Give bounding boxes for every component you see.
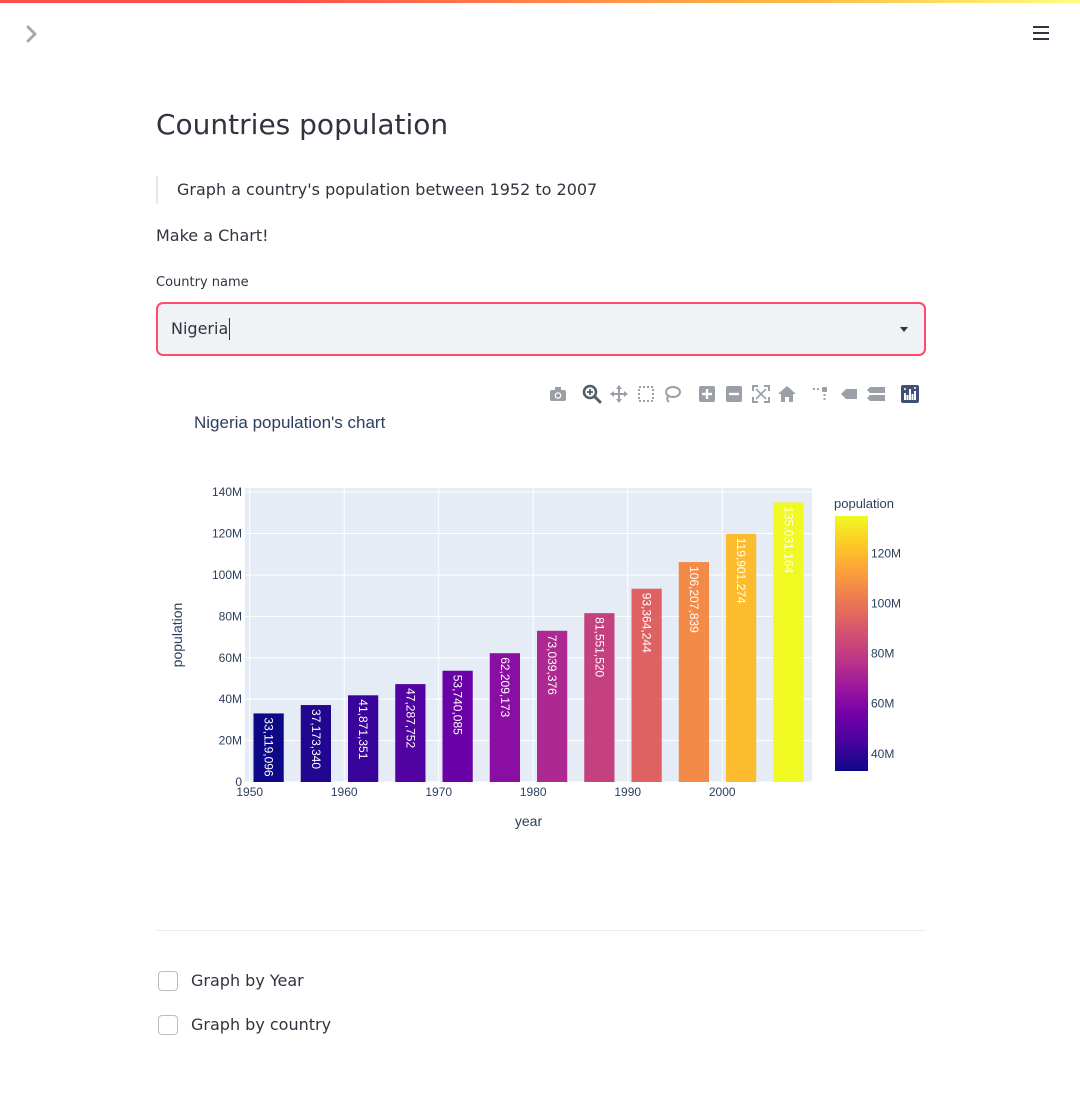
colorbar-tick-label: 40M xyxy=(871,747,894,761)
pan-icon[interactable] xyxy=(609,384,629,404)
instruction-text: Make a Chart! xyxy=(156,226,269,245)
x-tick-label: 1960 xyxy=(331,785,358,799)
bar-value-label: 73,039,376 xyxy=(545,635,559,695)
bar-1982[interactable] xyxy=(537,630,568,782)
bar-value-label: 47,287,752 xyxy=(403,688,417,748)
y-axis-ticks: 0 20M 40M 60M 80M 100M 120M 140M xyxy=(212,485,242,789)
bars xyxy=(253,502,804,782)
sidebar-toggle-chevron-right-icon[interactable] xyxy=(22,24,42,44)
y-tick-label: 0 xyxy=(235,775,242,789)
y-tick-label: 60M xyxy=(219,651,242,665)
top-decoration-bar xyxy=(0,0,1080,3)
text-cursor xyxy=(229,317,231,340)
lasso-select-icon[interactable] xyxy=(662,384,682,404)
y-tick-label: 140M xyxy=(212,485,242,499)
spike-lines-icon[interactable] xyxy=(810,384,830,404)
x-axis-label: year xyxy=(515,813,543,829)
graph-by-year-checkbox-box[interactable] xyxy=(158,971,178,991)
bar-value-labels: 33,119,096 37,173,340 41,871,351 47,287,752… xyxy=(262,506,796,776)
bar-1957[interactable] xyxy=(300,705,331,782)
y-tick-label: 20M xyxy=(219,734,242,748)
colorbar-tick-label: 120M xyxy=(871,547,901,561)
bar-1997[interactable] xyxy=(678,562,709,782)
gridlines xyxy=(245,488,812,783)
country-select[interactable]: Nigeria xyxy=(156,302,926,356)
x-tick-label: 2000 xyxy=(709,785,736,799)
graph-by-year-label[interactable]: Graph by Year xyxy=(191,971,304,990)
hover-closest-icon[interactable] xyxy=(839,384,859,404)
colorbar-tick-label: 80M xyxy=(871,647,894,661)
plotly-logo-icon[interactable] xyxy=(900,384,920,404)
bar-1967[interactable] xyxy=(395,684,426,782)
y-axis-label: population xyxy=(169,603,185,668)
bar-1977[interactable] xyxy=(489,653,520,782)
hamburger-menu-icon[interactable] xyxy=(1030,23,1052,43)
country-select-label: Country name xyxy=(156,275,249,290)
country-select-value-wrap[interactable]: Nigeria xyxy=(171,304,231,354)
bar-value-label: 93,364,244 xyxy=(640,593,654,653)
x-tick-label: 1980 xyxy=(520,785,547,799)
hover-compare-icon[interactable] xyxy=(866,384,886,404)
section-divider xyxy=(156,930,926,931)
bar-value-label: 135,031,164 xyxy=(781,506,795,573)
bar-value-label: 106,207,839 xyxy=(687,566,701,633)
bar-value-label: 41,871,351 xyxy=(356,699,370,759)
reset-axes-icon[interactable] xyxy=(777,384,797,404)
y-tick-label: 80M xyxy=(219,609,242,623)
autoscale-icon[interactable] xyxy=(751,384,771,404)
bar-value-label: 119,901,274 xyxy=(734,538,748,604)
camera-icon[interactable] xyxy=(548,384,568,404)
zoom-out-icon[interactable] xyxy=(724,384,744,404)
x-tick-label: 1970 xyxy=(425,785,452,799)
y-tick-label: 100M xyxy=(212,568,242,582)
chart-title: Nigeria population's chart xyxy=(194,413,386,432)
population-chart: Nigeria population's chart 33,119,096 37,… xyxy=(156,404,926,844)
colorbar xyxy=(835,516,868,771)
caret-down-icon[interactable] xyxy=(898,324,910,334)
description-blockquote: Graph a country's population between 195… xyxy=(156,176,597,204)
plot-area[interactable] xyxy=(245,488,812,782)
colorbar-title: population xyxy=(834,496,894,511)
country-select-value[interactable]: Nigeria xyxy=(171,319,229,338)
bar-value-label: 53,740,085 xyxy=(451,675,465,735)
bar-1952[interactable] xyxy=(253,713,284,782)
bar-value-label: 33,119,096 xyxy=(262,717,276,776)
page-title: Countries population xyxy=(156,108,449,141)
x-tick-label: 1990 xyxy=(614,785,641,799)
box-select-icon[interactable] xyxy=(636,384,656,404)
graph-by-country-label[interactable]: Graph by country xyxy=(191,1015,332,1034)
zoom-icon[interactable] xyxy=(582,384,602,404)
y-tick-label: 40M xyxy=(219,692,242,706)
bar-value-label: 37,173,340 xyxy=(309,709,323,769)
bar-1987[interactable] xyxy=(584,613,615,782)
colorbar-tick-label: 60M xyxy=(871,697,894,711)
bar-value-label: 81,551,520 xyxy=(592,617,606,677)
y-tick-label: 120M xyxy=(212,527,242,541)
x-tick-label: 1950 xyxy=(236,785,263,799)
colorbar-tick-label: 100M xyxy=(871,597,901,611)
x-axis-ticks: 1950 1960 1970 1980 1990 2000 xyxy=(236,785,736,799)
zoom-in-icon[interactable] xyxy=(697,384,717,404)
colorbar-ticks: 40M 60M 80M 100M 120M xyxy=(871,547,901,761)
bar-value-label: 62,209,173 xyxy=(498,657,512,717)
chart-modebar xyxy=(156,384,926,404)
bar-1962[interactable] xyxy=(348,695,379,782)
graph-by-country-checkbox-box[interactable] xyxy=(158,1015,178,1035)
population-bar-chart[interactable]: Nigeria population's chart 33,119,096 37,… xyxy=(156,404,926,844)
bar-1992[interactable] xyxy=(631,588,662,782)
bar-1972[interactable] xyxy=(442,670,473,782)
bar-2002[interactable] xyxy=(726,533,757,782)
bar-2007[interactable] xyxy=(773,502,804,782)
